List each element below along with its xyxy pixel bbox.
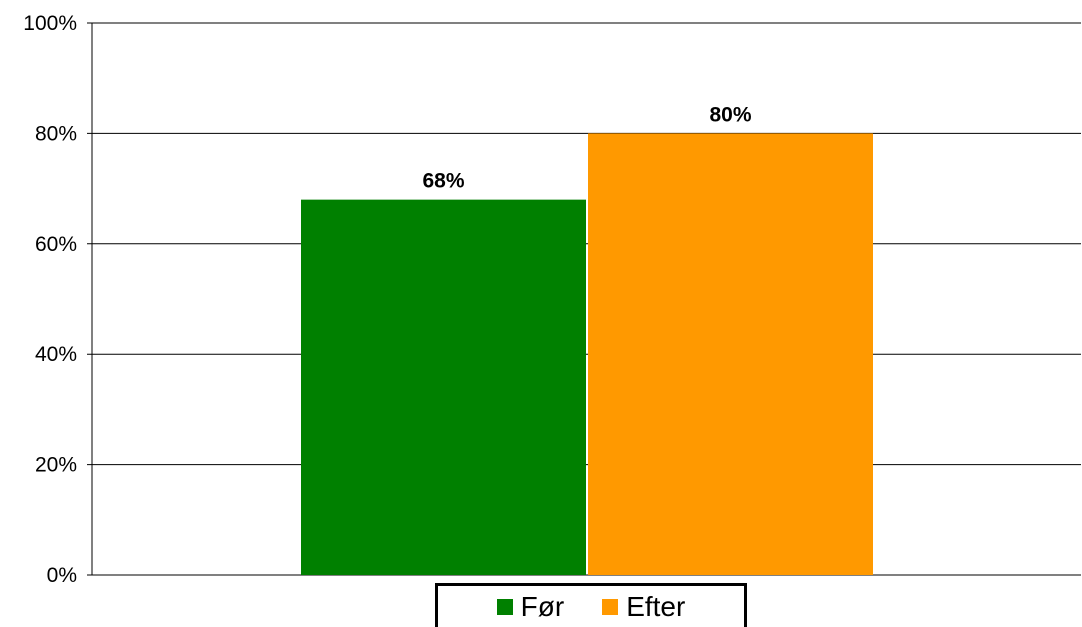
- data-labels: 68% 80%: [422, 103, 751, 192]
- legend-swatch-for: [496, 598, 513, 615]
- y-tick-label: 20%: [35, 454, 77, 477]
- legend: Før Efter: [435, 583, 747, 627]
- y-tick-label: 60%: [35, 233, 77, 256]
- data-label-1: 80%: [709, 103, 751, 126]
- y-tick-label: 80%: [35, 122, 77, 145]
- legend-label-efter: Efter: [626, 590, 686, 622]
- bar-0: [301, 199, 586, 575]
- bar-1: [588, 133, 873, 575]
- y-tick-label: 100%: [23, 12, 77, 35]
- bars: [301, 133, 873, 575]
- legend-item-for: Før: [496, 590, 565, 623]
- legend-label-for: Før: [520, 590, 565, 622]
- axes: 0% 20% 40% 60% 80% 100%: [23, 12, 1081, 587]
- legend-item-efter: Efter: [602, 591, 685, 623]
- y-tick-label: 40%: [35, 343, 77, 366]
- legend-swatch-efter: [602, 598, 619, 615]
- y-tick-label: 0%: [47, 564, 77, 587]
- data-label-0: 68%: [422, 170, 464, 193]
